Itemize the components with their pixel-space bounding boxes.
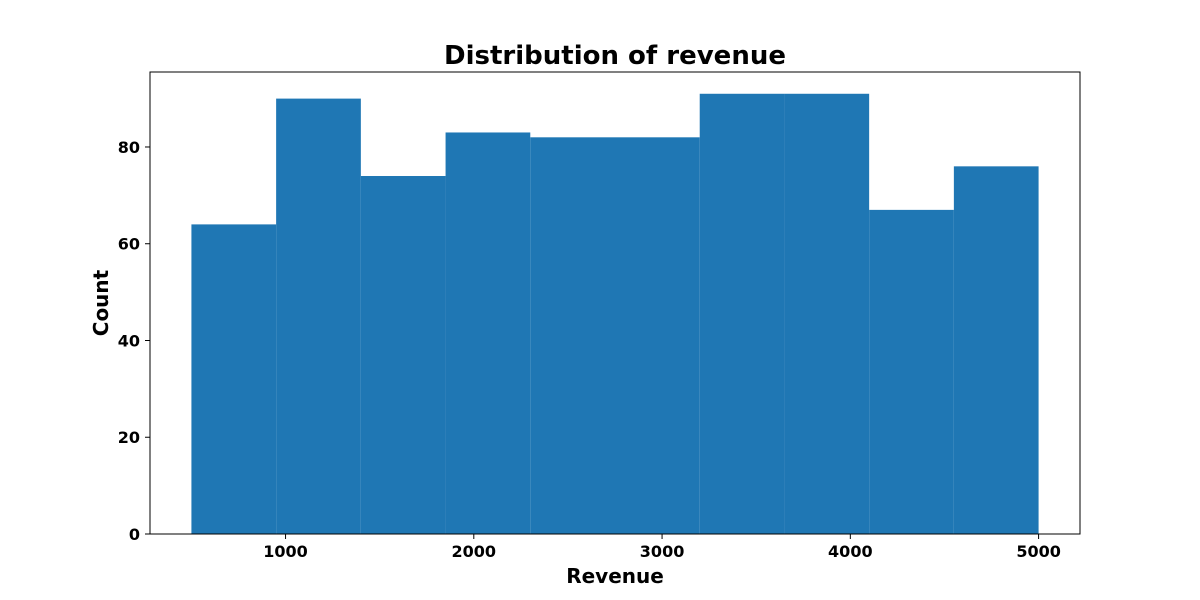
histogram-bar-10 [953,166,1039,534]
histogram-bar-6 [615,137,700,534]
x-tick-label: 1000 [263,542,308,561]
y-tick-label: 40 [118,331,140,350]
plot-frame [149,71,1081,535]
x-tick-label: 4000 [828,542,873,561]
histogram-bar-7 [699,93,785,535]
y-tick-label: 60 [118,235,140,254]
x-tick-label: 5000 [1016,542,1061,561]
y-tick-label: 0 [129,525,140,544]
y-tick-label: 20 [118,428,140,447]
histogram-bar-8 [784,93,870,535]
histogram-bar-5 [530,137,615,534]
x-tick-label: 2000 [452,542,497,561]
chart-title: Distribution of revenue [444,41,786,71]
histogram-bar-2 [276,98,361,534]
x-axis-label: Revenue [566,564,664,588]
histogram-bar-1 [191,224,277,534]
y-axis: 0 20 40 60 80 [118,138,150,544]
histogram-bar-9 [869,209,954,535]
y-axis-label: Count [89,269,113,336]
x-tick-label: 3000 [640,542,685,561]
y-tick-label: 80 [118,138,140,157]
x-axis: 1000 2000 3000 4000 5000 [263,534,1061,561]
bars-group [191,93,1039,535]
histogram-bar-3 [360,176,446,534]
histogram-bar-4 [445,132,531,535]
